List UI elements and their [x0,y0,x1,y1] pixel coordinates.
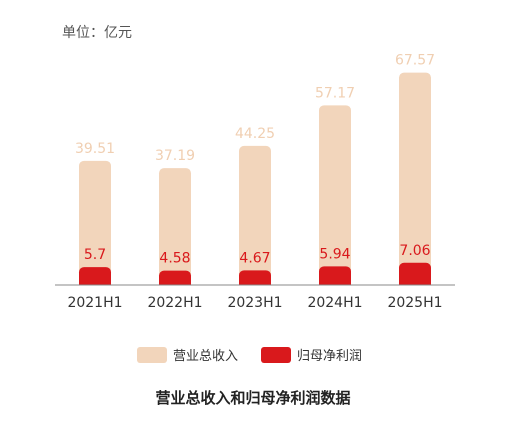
bar-profit-2023H1 [239,270,271,285]
legend-label-revenue: 营业总收入 [173,349,238,364]
unit-label: 单位：亿元 [62,25,132,41]
bars-group [79,72,431,285]
value-label-revenue-2022H1: 37.19 [155,148,195,164]
bar-profit-2024H1 [319,266,351,285]
value-label-profit-2025H1: 7.06 [399,243,430,259]
x-tick-label-2024H1: 2024H1 [307,295,362,311]
value-label-profit-2024H1: 5.94 [319,246,350,262]
bar-profit-2021H1 [79,267,111,285]
value-label-profit-2021H1: 5.7 [84,247,106,263]
chart-title: 营业总收入和归母净利润数据 [155,389,350,407]
value-label-profit-2022H1: 4.58 [159,251,190,267]
legend: 营业总收入 归母净利润 [137,347,362,364]
value-label-revenue-2024H1: 57.17 [315,85,355,101]
x-tick-label-2023H1: 2023H1 [227,295,282,311]
value-labels-group: 39.51 5.7 37.19 4.58 44.25 4.67 57.17 5.94 67.57… [75,53,435,267]
x-tick-label-2022H1: 2022H1 [147,295,202,311]
bar-profit-2022H1 [159,270,191,285]
value-label-revenue-2023H1: 44.25 [235,126,275,142]
value-label-profit-2023H1: 4.67 [239,250,270,266]
legend-swatch-revenue [137,347,167,363]
x-tick-labels: 2021H1 2022H1 2023H1 2024H1 2025H1 [67,295,442,311]
value-label-revenue-2025H1: 67.57 [395,53,435,69]
x-tick-label-2025H1: 2025H1 [387,295,442,311]
x-tick-label-2021H1: 2021H1 [67,295,122,311]
bar-revenue-2023H1 [239,145,271,285]
legend-label-profit: 归母净利润 [297,349,362,364]
bar-revenue-2024H1 [319,105,351,285]
bar-revenue-2025H1 [399,72,431,285]
bar-profit-2025H1 [399,262,431,285]
bar-revenue-2022H1 [159,168,191,285]
bar-revenue-2021H1 [79,160,111,285]
value-label-revenue-2021H1: 39.51 [75,141,115,157]
legend-swatch-profit [261,347,291,363]
